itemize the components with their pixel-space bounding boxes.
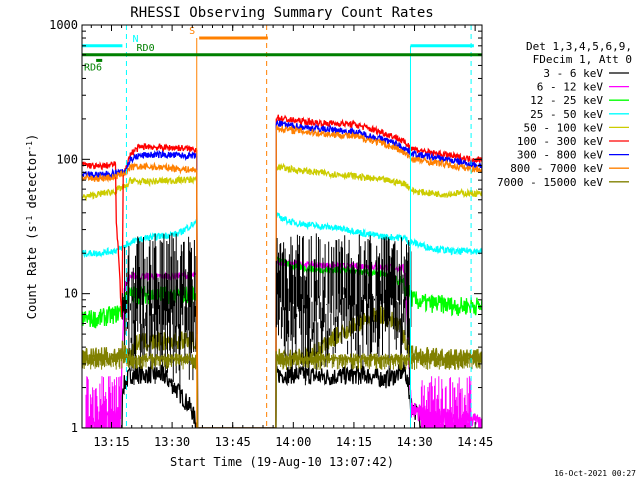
legend-header-line-2: FDecim 1, Att 0	[533, 53, 632, 66]
legend-label-2: 12 - 25 keV	[530, 94, 603, 107]
flag-layer: N S RD0 RD6	[82, 25, 482, 428]
legend-label-6: 300 - 800 keV	[517, 149, 603, 162]
plot-frame	[81, 24, 483, 429]
y-axis-label-main: Count Rate (s	[25, 225, 39, 319]
x-tick-label-0: 13:15	[93, 435, 129, 449]
legend-label-1: 6 - 12 keV	[537, 81, 604, 94]
x-tick-label-6: 14:45	[457, 435, 493, 449]
series-line-7	[82, 125, 482, 428]
y-axis-label-sup1: -1	[25, 215, 34, 225]
series-line-4	[82, 162, 482, 428]
band-black-0	[121, 233, 412, 388]
x-tick-label-5: 14:30	[396, 435, 432, 449]
x-tick-label-3: 14:00	[275, 435, 311, 449]
band-magenta-2	[85, 376, 472, 428]
legend-label-0: 3 - 6 keV	[543, 67, 603, 80]
y-axis: 1 10 100 1000	[49, 18, 482, 435]
legend-label-7: 800 - 7000 keV	[510, 162, 603, 175]
series-line-3	[82, 212, 482, 428]
y-tick-label-0: 1	[71, 421, 78, 435]
legend: Det 1,3,4,5,6,9, FDecim 1, Att 0 3 - 6 k…	[497, 40, 632, 189]
flag-rd6: RD6	[84, 58, 103, 73]
series-line-0	[82, 361, 482, 428]
flag-n: N	[82, 25, 474, 428]
band-olive-1	[82, 353, 482, 370]
x-axis: 13:15 13:30 13:45 14:00 14:15 14:30 14:45	[90, 25, 493, 449]
legend-label-8: 7000 - 15000 keV	[497, 176, 603, 189]
chart-title: RHESSI Observing Summary Count Rates	[130, 5, 433, 21]
footer-date: 16-Oct-2021 00:27	[554, 469, 636, 478]
x-tick-label-1: 13:30	[154, 435, 190, 449]
series-line-6	[82, 119, 482, 428]
flag-label-rd6: RD6	[84, 62, 102, 73]
flag-label-rd0: RD0	[137, 43, 155, 54]
y-axis-label: Count Rate (s-1 detector-1)	[25, 134, 40, 319]
legend-header-line-1: Det 1,3,4,5,6,9,	[526, 40, 632, 53]
y-tick-label-3: 1000	[49, 18, 78, 32]
legend-label-3: 25 - 50 keV	[530, 108, 603, 121]
legend-label-5: 100 - 300 keV	[517, 135, 603, 148]
flag-rd0: RD0	[82, 43, 482, 57]
x-tick-label-4: 14:15	[336, 435, 372, 449]
flag-s: S	[189, 25, 268, 428]
y-axis-label-sup2: -1	[25, 141, 34, 151]
y-axis-label-mid: detector	[25, 151, 39, 216]
legend-label-4: 50 - 100 keV	[524, 121, 604, 134]
series-layer	[82, 114, 482, 428]
series-line-5	[82, 114, 482, 428]
y-tick-label-1: 10	[64, 287, 78, 301]
y-tick-label-2: 100	[56, 152, 78, 166]
y-axis-label-end: )	[25, 134, 39, 141]
flag-label-s: S	[189, 26, 195, 37]
x-axis-label: Start Time (19-Aug-10 13:07:42)	[170, 455, 394, 469]
flag-label-n: N	[133, 34, 139, 45]
x-tick-label-2: 13:45	[215, 435, 251, 449]
